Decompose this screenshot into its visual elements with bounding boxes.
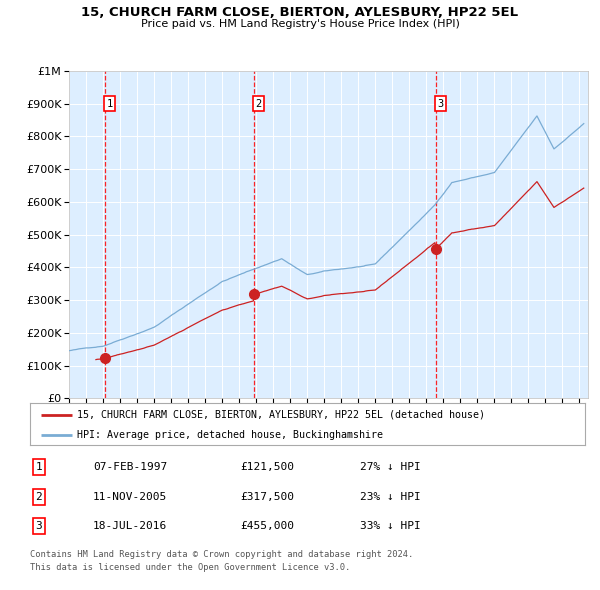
Text: 15, CHURCH FARM CLOSE, BIERTON, AYLESBURY, HP22 5EL: 15, CHURCH FARM CLOSE, BIERTON, AYLESBUR… xyxy=(82,6,518,19)
Text: 3: 3 xyxy=(437,99,443,109)
Text: 18-JUL-2016: 18-JUL-2016 xyxy=(93,522,167,531)
Text: 1: 1 xyxy=(106,99,113,109)
Text: This data is licensed under the Open Government Licence v3.0.: This data is licensed under the Open Gov… xyxy=(30,563,350,572)
Text: 3: 3 xyxy=(35,522,43,531)
Text: 2: 2 xyxy=(35,492,43,502)
Text: Contains HM Land Registry data © Crown copyright and database right 2024.: Contains HM Land Registry data © Crown c… xyxy=(30,550,413,559)
Text: Price paid vs. HM Land Registry's House Price Index (HPI): Price paid vs. HM Land Registry's House … xyxy=(140,19,460,29)
Text: £455,000: £455,000 xyxy=(240,522,294,531)
Text: 15, CHURCH FARM CLOSE, BIERTON, AYLESBURY, HP22 5EL (detached house): 15, CHURCH FARM CLOSE, BIERTON, AYLESBUR… xyxy=(77,410,485,420)
Text: 07-FEB-1997: 07-FEB-1997 xyxy=(93,463,167,472)
Text: 1: 1 xyxy=(35,463,43,472)
Text: 23% ↓ HPI: 23% ↓ HPI xyxy=(360,492,421,502)
Text: HPI: Average price, detached house, Buckinghamshire: HPI: Average price, detached house, Buck… xyxy=(77,430,383,440)
Text: 2: 2 xyxy=(256,99,262,109)
Text: £121,500: £121,500 xyxy=(240,463,294,472)
Text: 27% ↓ HPI: 27% ↓ HPI xyxy=(360,463,421,472)
Text: 11-NOV-2005: 11-NOV-2005 xyxy=(93,492,167,502)
Text: 33% ↓ HPI: 33% ↓ HPI xyxy=(360,522,421,531)
Text: £317,500: £317,500 xyxy=(240,492,294,502)
